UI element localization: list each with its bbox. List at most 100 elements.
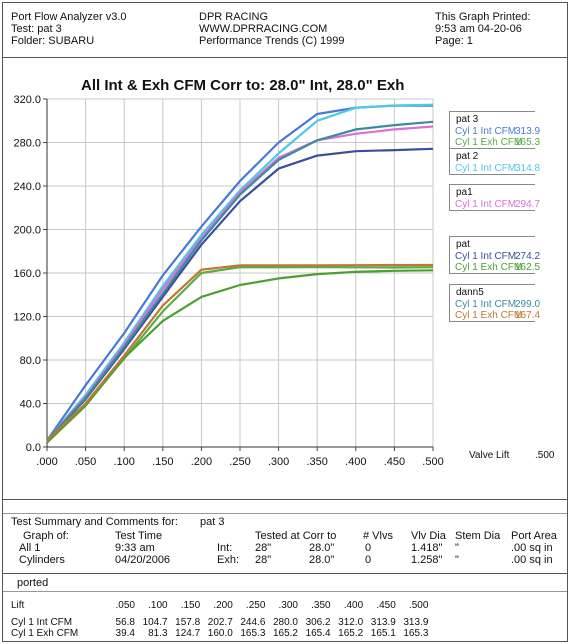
legend-group: pat 2 Cyl 1 Int CFM 314.8 bbox=[449, 148, 540, 175]
lift-cell: .050 bbox=[115, 600, 135, 611]
series-line-2 bbox=[46, 103, 434, 442]
int-cfm-cell: 104.7 bbox=[142, 617, 168, 628]
lift-cell: .300 bbox=[278, 600, 298, 611]
header-middle: DPR RACING WWW.DPRRACING.COM Performance… bbox=[199, 11, 345, 47]
exh-cfm-cell: 165.4 bbox=[305, 628, 331, 639]
copyright: Performance Trends (C) 1999 bbox=[199, 35, 345, 47]
printed-label: This Graph Printed: bbox=[435, 11, 531, 23]
lift-cell: .450 bbox=[376, 600, 396, 611]
legend-group: pat 3 Cyl 1 Int CFM 313.9 Cyl 1 Exh CFM 165.… bbox=[449, 111, 540, 149]
y-tick-label: 80.0 bbox=[20, 355, 41, 367]
lift-cell: .100 bbox=[148, 600, 168, 611]
legend-group-name: pat 3 bbox=[456, 114, 479, 125]
exh-cfm-cell: 165.3 bbox=[240, 628, 266, 639]
table-int-label: Cyl 1 Int CFM bbox=[11, 617, 73, 628]
y-tick-label: 160.0 bbox=[13, 268, 41, 280]
int-label: Int: bbox=[217, 542, 233, 554]
legend-entry-value: 299.0 bbox=[515, 299, 541, 310]
y-tick-label: 120.0 bbox=[13, 312, 41, 324]
x-tick-label: .300 bbox=[268, 456, 289, 468]
x-axis-end-value: .500 bbox=[535, 450, 555, 461]
stem-dia-label: Stem Dia bbox=[455, 530, 501, 542]
exh-tested: 28" bbox=[255, 554, 272, 566]
legend-entry-value: 165.3 bbox=[515, 137, 541, 148]
table-lift-label: Lift bbox=[11, 600, 25, 611]
company-name: DPR RACING bbox=[199, 11, 269, 23]
x-tick-label: .500 bbox=[422, 456, 443, 468]
y-tick-labels: 0.0 40.0 80.0 120.0 160.0 200.0 240.0 280.0 320.… bbox=[13, 94, 41, 454]
comment-divider-top bbox=[3, 573, 567, 574]
exh-vlv-dia: 1.258" bbox=[411, 554, 443, 566]
y-tick-label: 40.0 bbox=[20, 399, 41, 411]
legend-entry-value: 167.4 bbox=[515, 310, 541, 321]
port-area-label: Port Area bbox=[511, 530, 557, 542]
legend-group-name: dann5 bbox=[456, 287, 484, 298]
int-cfm-cell: 244.6 bbox=[240, 617, 266, 628]
legend-entry-value: 274.2 bbox=[515, 251, 541, 262]
graph-of-label: Graph of: bbox=[23, 530, 69, 542]
x-tick-label: .450 bbox=[384, 456, 405, 468]
x-tick-label: .150 bbox=[152, 456, 173, 468]
int-cfm-cell: 313.9 bbox=[403, 617, 429, 628]
int-cfm-cell: 157.8 bbox=[175, 617, 201, 628]
exh-label: Exh: bbox=[217, 554, 240, 566]
int-cfm-cell: 312.0 bbox=[338, 617, 364, 628]
legend-entry-label: Cyl 1 Int CFM bbox=[455, 163, 517, 174]
x-tick-label: .100 bbox=[113, 456, 134, 468]
lift-cell: .500 bbox=[408, 600, 429, 611]
y-tick-label: 200.0 bbox=[13, 225, 41, 237]
legend-entry: Cyl 1 Int CFM 313.9 bbox=[450, 126, 540, 137]
series-line-6 bbox=[46, 120, 434, 442]
test-date: 04/20/2006 bbox=[115, 554, 171, 566]
test-comment: ported bbox=[17, 577, 49, 589]
x-tick-label: .250 bbox=[229, 456, 250, 468]
x-tick-label: .400 bbox=[345, 456, 366, 468]
flow-chart: .000 .050 .100 .150 .200 .250 .300 .350 .400 .450… bbox=[13, 94, 443, 468]
chart-axes bbox=[43, 98, 434, 451]
y-tick-label: 240.0 bbox=[13, 181, 41, 193]
legend-entry-label: Cyl 1 Exh CFM bbox=[455, 310, 523, 321]
legend-entry: Cyl 1 Int CFM 294.7 bbox=[450, 199, 540, 210]
legend-entry-label: Cyl 1 Exh CFM bbox=[455, 262, 523, 273]
exh-vlvs: 0 bbox=[365, 554, 372, 566]
legend-entry: Cyl 1 Exh CFM 162.5 bbox=[450, 262, 540, 273]
exh-cfm-cell: 124.7 bbox=[175, 628, 201, 639]
table-exh-label: Cyl 1 Exh CFM bbox=[11, 628, 79, 639]
exh-cfm-cell: 81.3 bbox=[148, 628, 168, 639]
exh-cfm-cell: 165.3 bbox=[403, 628, 429, 639]
vlv-dia-label: Vlv Dia bbox=[411, 530, 446, 542]
summary-test-name: pat 3 bbox=[200, 516, 225, 528]
legend-group-name: pa1 bbox=[456, 187, 473, 198]
graph-of-value: All 1 bbox=[19, 542, 41, 554]
legend-entry: Cyl 1 Int CFM 274.2 bbox=[450, 251, 540, 262]
table-divider bbox=[3, 591, 567, 592]
legend-entry: Cyl 1 Exh CFM 167.4 bbox=[450, 310, 540, 321]
test-time: 9:33 am bbox=[115, 542, 155, 554]
int-cfm-cell: 56.8 bbox=[115, 617, 135, 628]
lift-cell: .350 bbox=[311, 600, 331, 611]
x-tick-label: .200 bbox=[191, 456, 212, 468]
folder-name: Folder: SUBARU bbox=[11, 35, 95, 47]
exh-corr: 28.0" bbox=[309, 554, 335, 566]
legend-entry: Cyl 1 Int CFM 314.8 bbox=[450, 163, 540, 174]
page-number: Page: 1 bbox=[435, 35, 473, 47]
printed-time: 9:53 am 04-20-06 bbox=[435, 23, 522, 35]
test-time-label: Test Time bbox=[115, 530, 163, 542]
tested-corr-label: Tested at Corr to bbox=[255, 530, 337, 542]
lift-cell: .400 bbox=[343, 600, 364, 611]
legend-entry-label: Cyl 1 Int CFM bbox=[455, 251, 517, 262]
y-tick-label: 280.0 bbox=[13, 138, 41, 150]
int-port-area: .00 sq in bbox=[511, 542, 553, 554]
legend-entry: Cyl 1 Int CFM 299.0 bbox=[450, 299, 540, 310]
int-tested: 28" bbox=[255, 542, 272, 554]
int-cfm-cell: 313.9 bbox=[370, 617, 396, 628]
series-line-7 bbox=[46, 263, 434, 442]
legend-entry-label: Cyl 1 Int CFM bbox=[455, 199, 517, 210]
summary-divider-top bbox=[3, 499, 567, 500]
legend-entry-label: Cyl 1 Exh CFM bbox=[455, 137, 523, 148]
header-divider bbox=[3, 57, 567, 58]
exh-cfm-cell: 165.1 bbox=[370, 628, 396, 639]
exh-stem-dia: " bbox=[455, 554, 459, 566]
legend-entry-value: 294.7 bbox=[515, 199, 541, 210]
